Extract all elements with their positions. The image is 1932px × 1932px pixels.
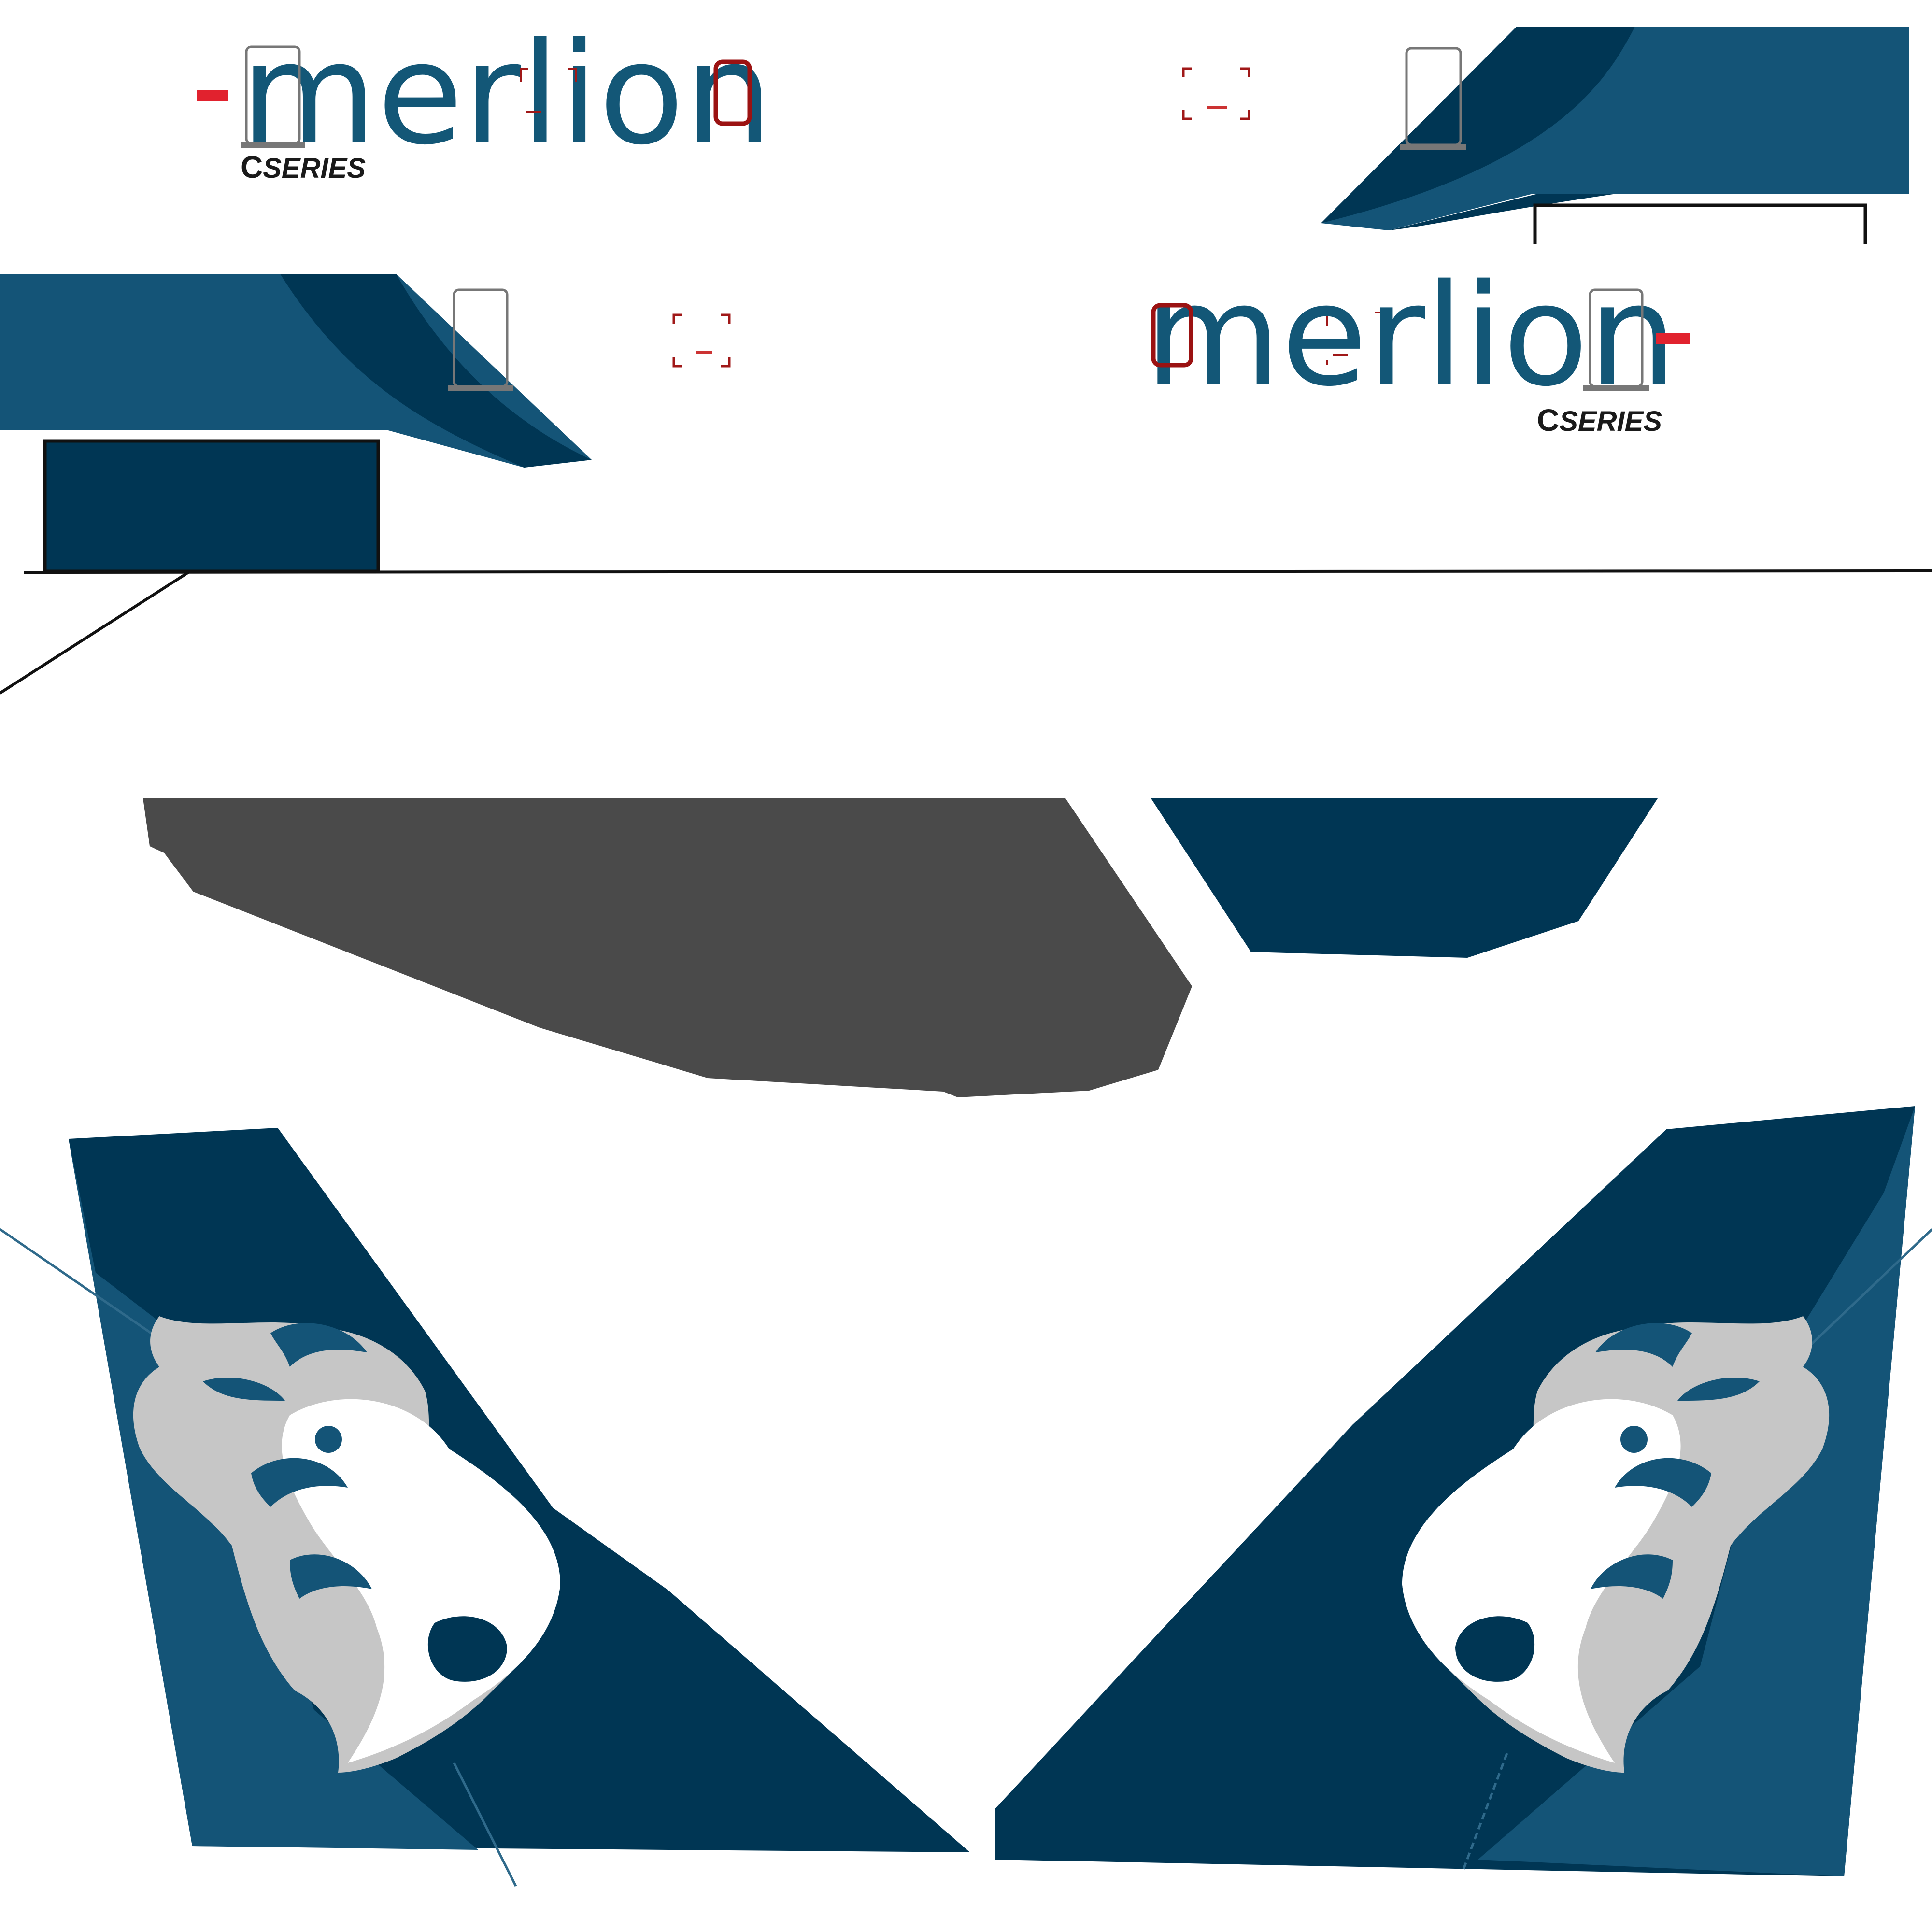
right-swoosh-stripe <box>1321 27 1909 230</box>
cseries-label-right: CSERIES <box>1537 403 1662 438</box>
uv-seam-lines <box>0 569 1932 695</box>
door-outline-left-1 <box>241 45 305 148</box>
lion-head-emblem-left <box>133 1316 560 1773</box>
door-outline-right-top <box>1400 47 1466 150</box>
grey-belly-panel <box>143 798 1192 1097</box>
door-outline-left-2 <box>448 288 513 391</box>
red-door-marker-right <box>1151 303 1193 368</box>
merlion-title-right: merlion <box>1145 255 1677 417</box>
red-accent-left <box>197 90 228 101</box>
merlion-title-left: merlion <box>241 13 773 176</box>
cargo-door-outline-right <box>1533 203 1867 244</box>
right-side-wordmark: merlion CSERIES <box>1145 255 1690 438</box>
cseries-label-left: CSERIES <box>241 150 366 185</box>
lion-head-emblem-right <box>1402 1316 1830 1773</box>
right-tail-fin <box>995 1106 1932 1876</box>
cargo-panel-left <box>43 439 380 573</box>
left-swoosh-stripe <box>0 274 592 468</box>
left-tail-fin <box>0 1128 970 1887</box>
window-marker-left-mid <box>672 313 731 368</box>
navy-fairing-panel <box>1151 798 1658 958</box>
window-marker-brand-left <box>520 68 577 113</box>
red-door-marker-left <box>713 59 752 126</box>
window-marker-brand-right <box>1326 312 1383 365</box>
window-marker-top-mid <box>1182 67 1250 120</box>
left-side-wordmark: merlion CSERIES <box>197 13 773 185</box>
red-accent-right <box>1656 333 1690 344</box>
door-outline-right-mid <box>1583 288 1649 391</box>
